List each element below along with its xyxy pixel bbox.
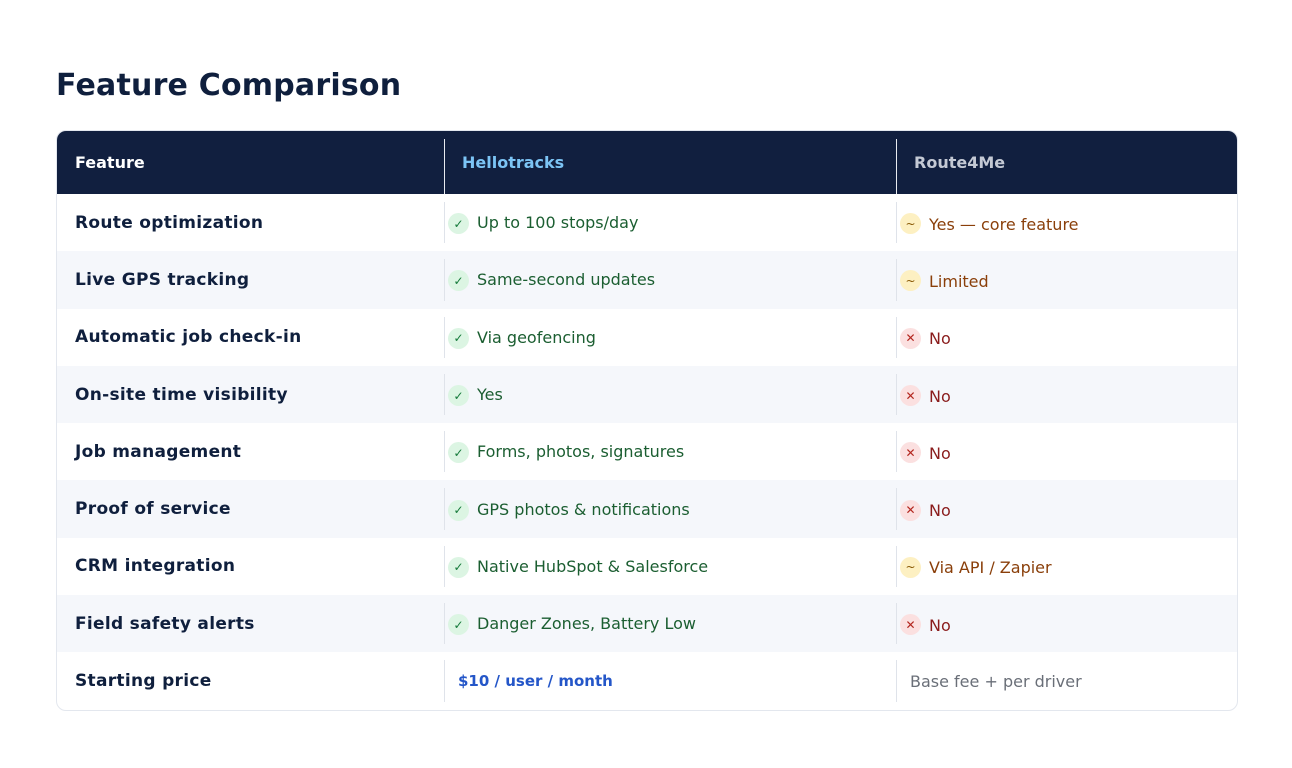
- feature-name: Proof of service: [75, 499, 231, 520]
- product-b-cell: ✕ No: [896, 423, 1237, 480]
- feature-name: CRM integration: [75, 556, 236, 577]
- feature-name: On-site time visibility: [75, 384, 288, 405]
- status-text: Up to 100 stops/day: [477, 213, 639, 233]
- status-text: No: [929, 501, 951, 521]
- table-header: Feature Hellotracks Route4Me: [57, 131, 1237, 194]
- status-text: Native HubSpot & Salesforce: [477, 556, 709, 576]
- status-text: No: [929, 615, 951, 635]
- product-b-cell: ~ Limited: [896, 251, 1237, 308]
- header-product-b: Route4Me: [896, 131, 1237, 194]
- feature-name: Live GPS tracking: [75, 269, 250, 290]
- tilde-icon: ~: [900, 270, 921, 292]
- cross-icon: ✕: [900, 499, 921, 521]
- check-icon: ✓: [448, 327, 469, 349]
- product-a-cell: ✓ Up to 100 stops/day: [444, 194, 896, 251]
- table-row: Field safety alerts ✓ Danger Zones, Batter…: [57, 595, 1237, 653]
- check-icon: ✓: [448, 614, 469, 636]
- status-text: No: [929, 443, 951, 463]
- product-a-cell: ✓ GPS photos & notifications: [444, 480, 896, 537]
- table-row: Proof of service ✓ GPS photos & notificati…: [57, 480, 1237, 538]
- product-b-cell: ✕ No: [896, 309, 1237, 366]
- cross-icon: ✕: [900, 442, 921, 464]
- status-text: Yes: [477, 385, 503, 405]
- product-b-cell: ✕ No: [896, 366, 1237, 423]
- check-icon: ✓: [448, 213, 469, 235]
- product-b-cell: ✕ No: [896, 595, 1237, 652]
- status-text: No: [929, 386, 951, 406]
- cross-icon: ✕: [900, 327, 921, 349]
- product-a-cell: $10 / user / month: [444, 652, 896, 709]
- page-title: Feature Comparison: [56, 68, 402, 103]
- status-text: Danger Zones, Battery Low: [477, 614, 696, 634]
- check-icon: ✓: [448, 556, 469, 578]
- cross-icon: ✕: [900, 614, 921, 636]
- product-b-cell: ✕ No: [896, 480, 1237, 537]
- status-text: Same-second updates: [477, 270, 656, 290]
- table-row: Route optimization ✓ Up to 100 stops/day ~ Y…: [57, 194, 1237, 251]
- check-icon: ✓: [448, 270, 469, 292]
- table-row: On-site time visibility ✓ Yes ✕ No: [57, 365, 1237, 424]
- header-feature: Feature: [75, 153, 145, 172]
- table-body: Route optimization ✓ Up to 100 stops/day ~ Y…: [57, 194, 1237, 710]
- product-a-cell: ✓ Native HubSpot & Salesforce: [444, 538, 896, 595]
- header-product-a: Hellotracks: [444, 131, 896, 194]
- product-a-cell: ✓ Danger Zones, Battery Low: [444, 595, 896, 652]
- status-text: Forms, photos, signatures: [477, 442, 685, 462]
- feature-name: Job management: [75, 441, 242, 462]
- check-icon: ✓: [448, 442, 469, 464]
- status-text: Limited: [929, 271, 989, 291]
- product-a-cell: ✓ Via geofencing: [444, 309, 896, 366]
- table-row: Job management ✓ Forms, photos, signatures…: [57, 423, 1237, 480]
- check-icon: ✓: [448, 499, 469, 521]
- tilde-icon: ~: [900, 556, 921, 578]
- price-value-b: Base fee + per driver: [910, 671, 1082, 691]
- feature-name: Field safety alerts: [75, 613, 255, 634]
- table-row: Automatic job check-in ✓ Via geofencing ✕ No: [57, 309, 1237, 366]
- table-row: CRM integration ✓ Native HubSpot & Salesfo…: [57, 538, 1237, 595]
- product-b-cell: ~ Via API / Zapier: [896, 538, 1237, 595]
- product-a-cell: ✓ Forms, photos, signatures: [444, 423, 896, 480]
- check-icon: ✓: [448, 385, 469, 407]
- feature-name: Route optimization: [75, 212, 264, 233]
- table-row: Live GPS tracking ✓ Same-second updates ~ Li…: [57, 251, 1237, 309]
- price-row: Starting price $10 / user / month Base fee…: [57, 652, 1237, 709]
- feature-name: Automatic job check-in: [75, 327, 302, 348]
- status-text: GPS photos & notifications: [477, 499, 690, 519]
- price-value-a: $10 / user / month: [458, 672, 613, 691]
- product-a-cell: ✓ Yes: [444, 366, 896, 423]
- status-text: Yes — core feature: [929, 214, 1079, 234]
- product-a-cell: ✓ Same-second updates: [444, 251, 896, 308]
- comparison-table: Feature Hellotracks Route4Me Route optim…: [56, 130, 1238, 711]
- status-text: Via API / Zapier: [929, 558, 1052, 578]
- product-b-cell: Base fee + per driver: [896, 652, 1237, 709]
- cross-icon: ✕: [900, 385, 921, 407]
- tilde-icon: ~: [900, 213, 921, 235]
- feature-name: Starting price: [75, 671, 212, 692]
- product-b-cell: ~ Yes — core feature: [896, 194, 1237, 251]
- status-text: Via geofencing: [477, 327, 596, 347]
- status-text: No: [929, 329, 951, 349]
